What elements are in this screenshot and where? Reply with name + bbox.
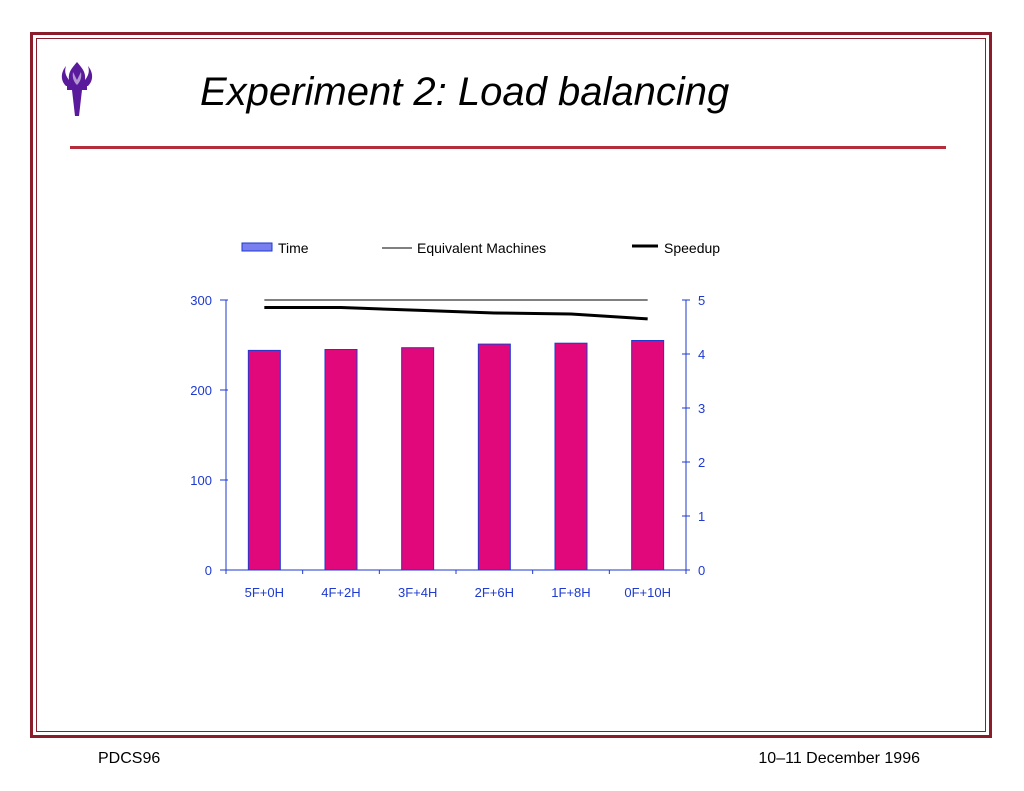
title-divider bbox=[70, 146, 946, 149]
footer-conference: PDCS96 bbox=[98, 750, 161, 767]
left-tick-label: 200 bbox=[190, 383, 212, 398]
right-tick-label: 1 bbox=[698, 509, 705, 524]
x-tick-label: 3F+4H bbox=[398, 585, 437, 600]
bar-time bbox=[631, 340, 665, 571]
right-tick-label: 2 bbox=[698, 455, 705, 470]
legend-swatch-time bbox=[241, 242, 273, 252]
slide-frame-inner bbox=[36, 38, 986, 732]
torch-icon bbox=[61, 62, 93, 116]
bar-time bbox=[401, 347, 435, 571]
x-tick-label: 5F+0H bbox=[245, 585, 284, 600]
bar-line-chart: 0 100 200 300 0 1 2 3 4 5 5F+0H 4F+2H 3F+4H 2F+6H 1F+8… bbox=[190, 240, 720, 600]
right-tick-label: 5 bbox=[698, 293, 705, 308]
line-speedup bbox=[264, 306, 648, 321]
left-tick-label: 300 bbox=[190, 293, 212, 308]
right-tick-label: 3 bbox=[698, 401, 705, 416]
right-tick-label: 0 bbox=[698, 563, 705, 578]
footer-date: 10–11 December 1996 bbox=[758, 750, 920, 767]
left-tick-label: 100 bbox=[190, 473, 212, 488]
legend-label-speedup: Speedup bbox=[664, 240, 720, 256]
x-tick-label: 0F+10H bbox=[624, 585, 671, 600]
right-tick-label: 4 bbox=[698, 347, 705, 362]
legend-label-time: Time bbox=[278, 240, 309, 256]
x-tick-label: 4F+2H bbox=[321, 585, 360, 600]
left-tick-label: 0 bbox=[205, 563, 212, 578]
bar-time bbox=[554, 342, 588, 571]
bar-time bbox=[247, 349, 281, 571]
slide-title: Experiment 2: Load balancing bbox=[200, 70, 730, 114]
slide-frame-outer bbox=[30, 32, 992, 738]
bar-time bbox=[324, 349, 358, 571]
bar-time bbox=[477, 343, 511, 571]
x-tick-label: 2F+6H bbox=[475, 585, 514, 600]
x-tick-label: 1F+8H bbox=[551, 585, 590, 600]
legend-label-equivalent-machines: Equivalent Machines bbox=[417, 240, 546, 256]
